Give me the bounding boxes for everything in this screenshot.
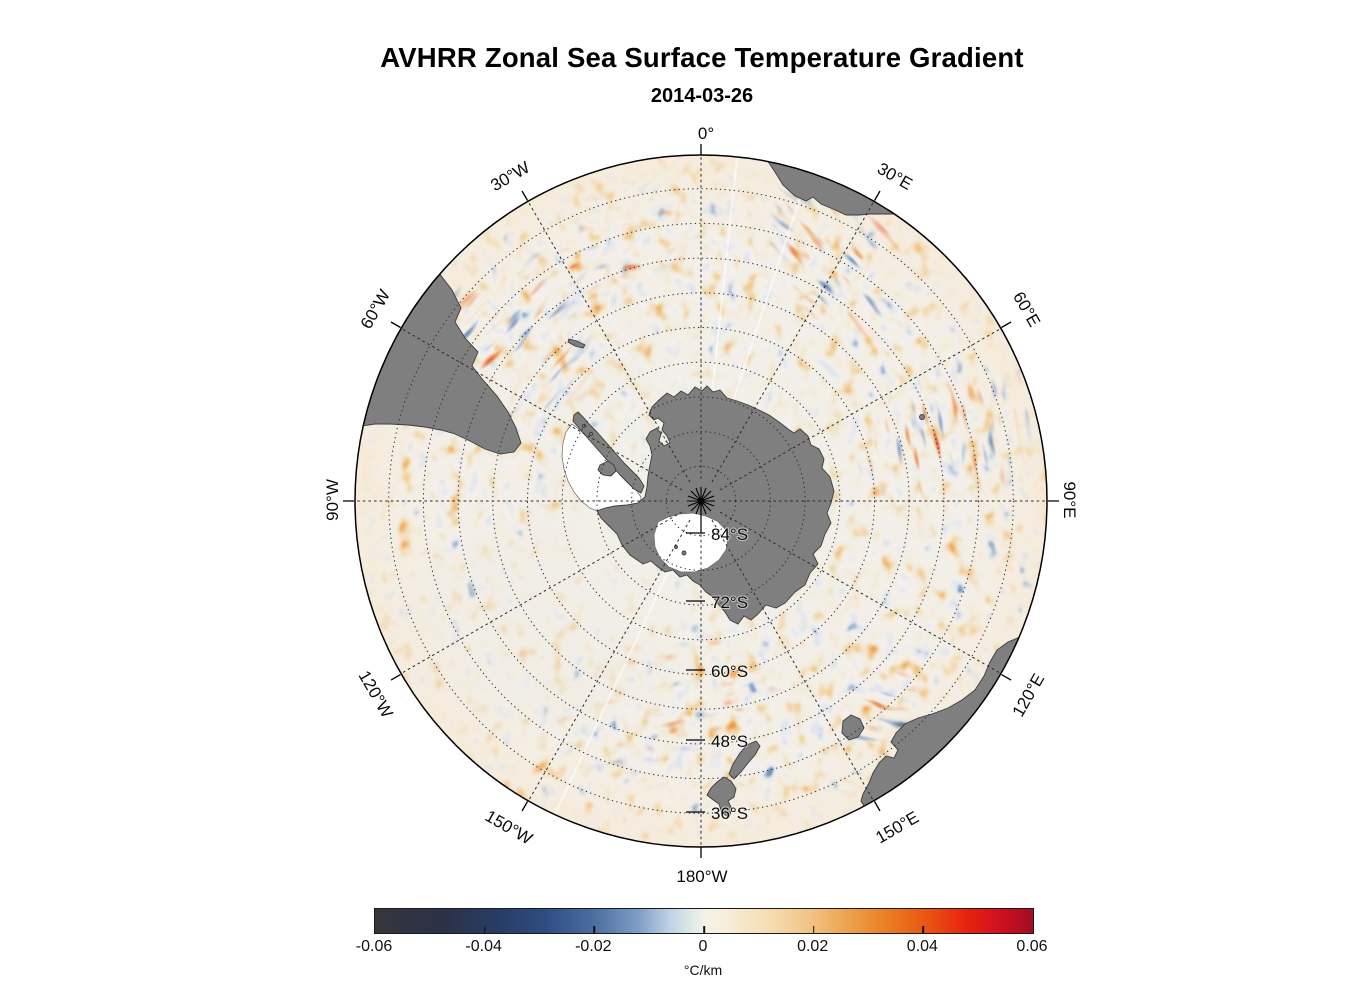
colorbar-tick-labels: -0.06 -0.04 -0.02 0 0.02 0.04 0.06 — [356, 938, 1048, 960]
new-zealand-north-island — [706, 776, 737, 818]
colorbar-tick — [593, 926, 596, 933]
colorbar-tick — [922, 926, 925, 933]
antarctica-landmass — [596, 385, 835, 625]
colorbar-tick-label: 0.04 — [906, 938, 938, 955]
meridian-label-90w: 90°W — [323, 479, 342, 521]
new-zealand-south-island — [728, 740, 761, 780]
parallel-labels: 84°S 72°S 60°S 48°S 36°S — [710, 524, 749, 824]
meridian-label-150e: 150°E — [872, 808, 922, 848]
peninsula-islet — [581, 423, 587, 429]
colorbar-units-label: °C/km — [683, 962, 723, 978]
kerguelen-island — [919, 414, 925, 420]
colorbar-tick-label: 0 — [698, 938, 708, 955]
south-georgia-island — [567, 338, 586, 349]
meridian-label-60e: 60°E — [1009, 288, 1044, 330]
colorbar-tick — [812, 926, 815, 933]
meridian-label-150w: 150°W — [482, 806, 536, 848]
graticule — [356, 156, 1046, 846]
parallel-label-72s: 72°S — [711, 593, 748, 612]
colorbar-tick-label: 0.02 — [797, 938, 829, 955]
parallel-label-60s: 60°S — [711, 662, 748, 681]
meridian-label-90e: 90°E — [1060, 481, 1079, 518]
colorbar-tick-label: -0.06 — [355, 938, 393, 955]
parallel-ticks — [686, 532, 705, 813]
meridian-ticks — [343, 144, 1059, 858]
meridian-label-0: 0° — [698, 124, 714, 143]
parallel-label-84s: 84°S — [711, 525, 748, 544]
meridian-label-120w: 120°W — [355, 667, 397, 721]
meridian-label-120e: 120°E — [1009, 670, 1049, 720]
meridian-label-30e: 30°E — [874, 159, 916, 194]
meridian-label-30w: 30°W — [487, 158, 533, 195]
colorbar-tick-label: -0.04 — [465, 938, 502, 955]
parallel-label-48s: 48°S — [711, 732, 748, 751]
meridian-label-180w: 180°W — [676, 867, 727, 886]
colorbar-tick-label: 0.06 — [1016, 938, 1048, 955]
ross-ice-shelf — [653, 512, 729, 573]
parallel-label-36s: 36°S — [711, 804, 748, 823]
alexander-island — [597, 460, 617, 477]
peninsula-islet — [588, 431, 594, 437]
ross-islet — [681, 550, 687, 556]
tasmania-island — [841, 714, 865, 741]
south-america-landmass — [355, 265, 522, 455]
figure-title: AVHRR Zonal Sea Surface Temperature Grad… — [380, 42, 1024, 73]
colorbar-gradient — [374, 908, 1034, 934]
colorbar-tick-label: -0.02 — [575, 938, 612, 955]
colorbar-tick — [483, 926, 486, 933]
colorbar-tick — [703, 926, 705, 933]
meridian-label-60w: 60°W — [357, 286, 394, 332]
figure-subtitle: 2014-03-26 — [650, 85, 754, 107]
